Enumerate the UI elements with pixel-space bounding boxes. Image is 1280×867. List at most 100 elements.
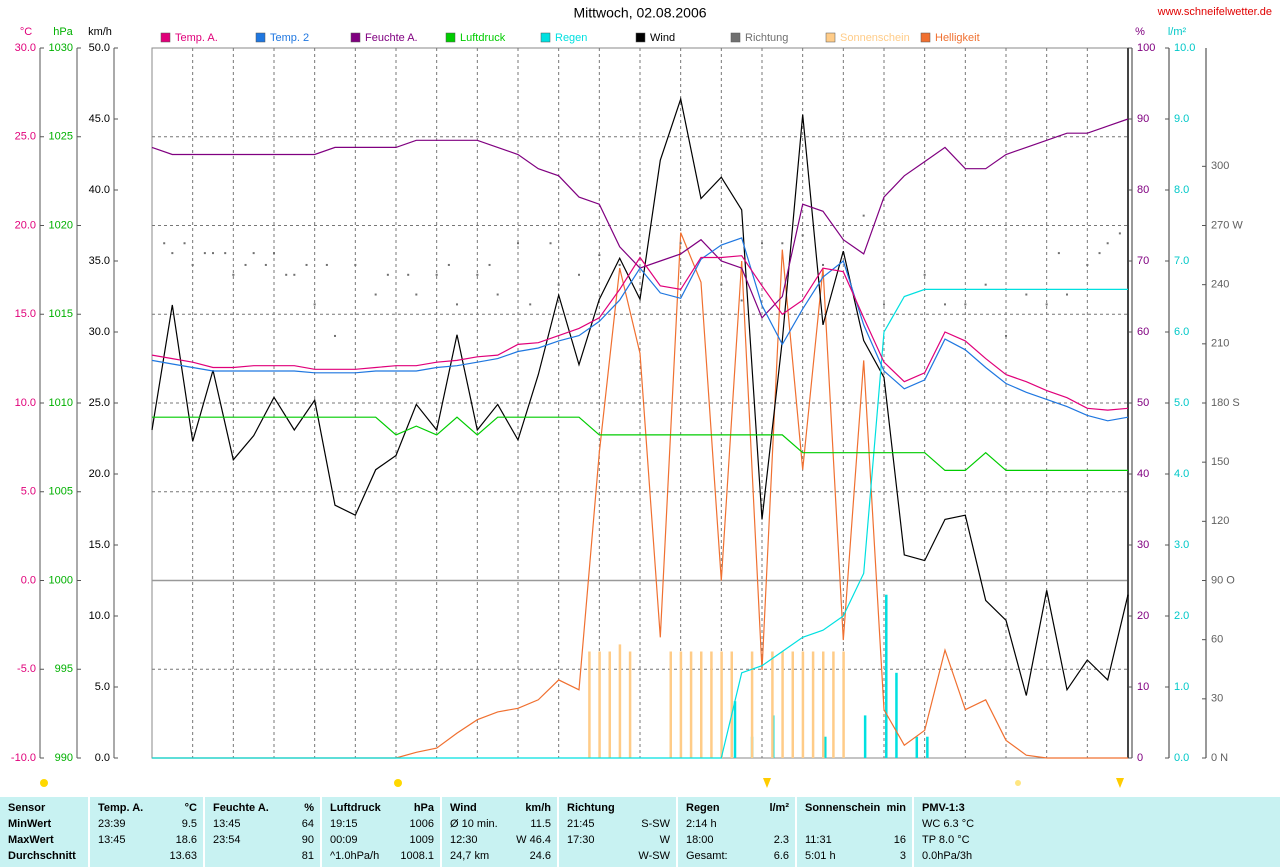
legend-label: Luftdruck — [460, 32, 506, 44]
event-icon — [763, 778, 771, 788]
column-unit: min — [886, 802, 906, 814]
cell-label: TP 8.0 °C — [922, 834, 970, 846]
legend-label: Sonnenschein — [840, 32, 910, 44]
direction-dot — [305, 263, 308, 266]
y-tick-label: 5.0 — [95, 681, 110, 693]
series-line — [151, 96, 1129, 696]
column-unit: % — [304, 802, 314, 814]
y-tick-label: 1005 — [49, 486, 73, 498]
direction-dot — [618, 263, 621, 266]
direction-dot — [517, 242, 519, 245]
y-tick-label: 1030 — [49, 42, 73, 54]
cell-label: Gesamt: — [686, 850, 728, 862]
direction-dot — [822, 263, 824, 266]
cell-label: 23:54 — [213, 834, 241, 846]
column-header: Regen — [686, 802, 720, 814]
direction-dot — [1066, 293, 1068, 296]
cell-value: 1008.1 — [400, 850, 434, 862]
bar — [771, 651, 774, 758]
y-tick-label: 9.0 — [1174, 113, 1189, 125]
direction-dot — [639, 252, 641, 255]
y-tick-label: 0 — [1137, 752, 1143, 764]
bar — [669, 651, 672, 758]
cell-value: 1009 — [409, 834, 434, 846]
direction-dot — [964, 303, 967, 306]
bar — [885, 594, 888, 758]
direction-dot — [1025, 293, 1028, 296]
cell-label: 00:09 — [330, 834, 358, 846]
y-tick-label: 90 O — [1211, 574, 1235, 586]
y-tick-label: 1.0 — [1174, 681, 1189, 693]
direction-dot — [557, 283, 560, 286]
column-header: Feuchte A. — [213, 802, 269, 814]
legend-label: Helligkeit — [935, 32, 980, 44]
bar — [832, 651, 835, 758]
cell-label: 11:31 — [805, 834, 832, 846]
direction-dot — [883, 303, 885, 306]
direction-dot — [720, 283, 723, 286]
direction-dot — [252, 252, 255, 255]
column-separator — [203, 797, 205, 867]
cell-value: 6.6 — [773, 850, 789, 862]
direction-dot — [244, 263, 247, 266]
y-tick-label: 270 W — [1211, 219, 1243, 231]
y-tick-label: 60 — [1137, 326, 1149, 338]
cell-label: ^1.0hPa/h — [330, 850, 380, 862]
cell-value: 13.63 — [169, 850, 197, 862]
bar — [842, 651, 845, 758]
direction-dot — [740, 299, 743, 302]
legend-swatch — [920, 32, 931, 43]
direction-dot — [273, 252, 275, 255]
y-tick-label: 240 — [1211, 279, 1229, 291]
direction-dot — [1086, 263, 1089, 266]
y-tick-label: 20.0 — [89, 468, 110, 480]
bar — [700, 651, 703, 758]
y-tick-label: 5.0 — [1174, 397, 1189, 409]
legend-swatch — [160, 32, 171, 43]
cell-value: 24.6 — [529, 850, 551, 862]
legend-swatch — [255, 32, 266, 43]
direction-dot — [435, 273, 438, 276]
legend-label: Regen — [555, 32, 587, 44]
bar — [679, 651, 683, 758]
y-tick-label: 80 — [1137, 184, 1149, 196]
cell-value: 90 — [301, 834, 314, 846]
y-tick-label: 100 — [1137, 42, 1155, 54]
bar — [598, 651, 601, 758]
column-unit: km/h — [525, 802, 551, 814]
cell-value: 1006 — [409, 818, 434, 830]
column-unit: °C — [184, 802, 197, 814]
legend-swatch — [445, 32, 456, 43]
y-tick-label: 1020 — [49, 219, 73, 231]
column-header: Temp. A. — [98, 802, 144, 814]
row-header: Durchschnitt — [8, 850, 76, 862]
column-separator — [676, 797, 678, 867]
cell-value: 3 — [899, 850, 906, 862]
axis-unit: km/h — [88, 26, 112, 38]
bar — [926, 736, 929, 758]
cell-value: 18.6 — [175, 834, 197, 846]
y-tick-label: 15.0 — [89, 539, 110, 551]
direction-dot — [1106, 242, 1109, 245]
axis-unit: l/m² — [1168, 26, 1187, 38]
bar — [915, 736, 919, 758]
bar — [720, 651, 723, 758]
y-tick-label: 0 N — [1211, 752, 1228, 764]
direction-dot — [163, 242, 166, 245]
column-header: PMV-1:3 — [922, 802, 965, 814]
direction-dot — [488, 263, 491, 266]
bar — [710, 651, 713, 758]
cell-label: 18:00 — [686, 834, 714, 846]
summary-table: Sensor Temp. A. °C Feuchte A.% Luftdruck hPa W… — [0, 797, 1280, 867]
cell-label: 24,7 km — [450, 850, 490, 862]
sun-icon — [394, 779, 402, 787]
direction-dot — [374, 293, 377, 296]
direction-dot — [1098, 252, 1101, 255]
y-tick-label: 4.0 — [1174, 468, 1189, 480]
y-tick-label: 25.0 — [15, 131, 36, 143]
axis-unit: % — [1135, 26, 1145, 38]
y-tick-label: 1015 — [49, 308, 73, 320]
cell-label: 12:30 — [450, 834, 478, 846]
bar — [863, 715, 867, 758]
